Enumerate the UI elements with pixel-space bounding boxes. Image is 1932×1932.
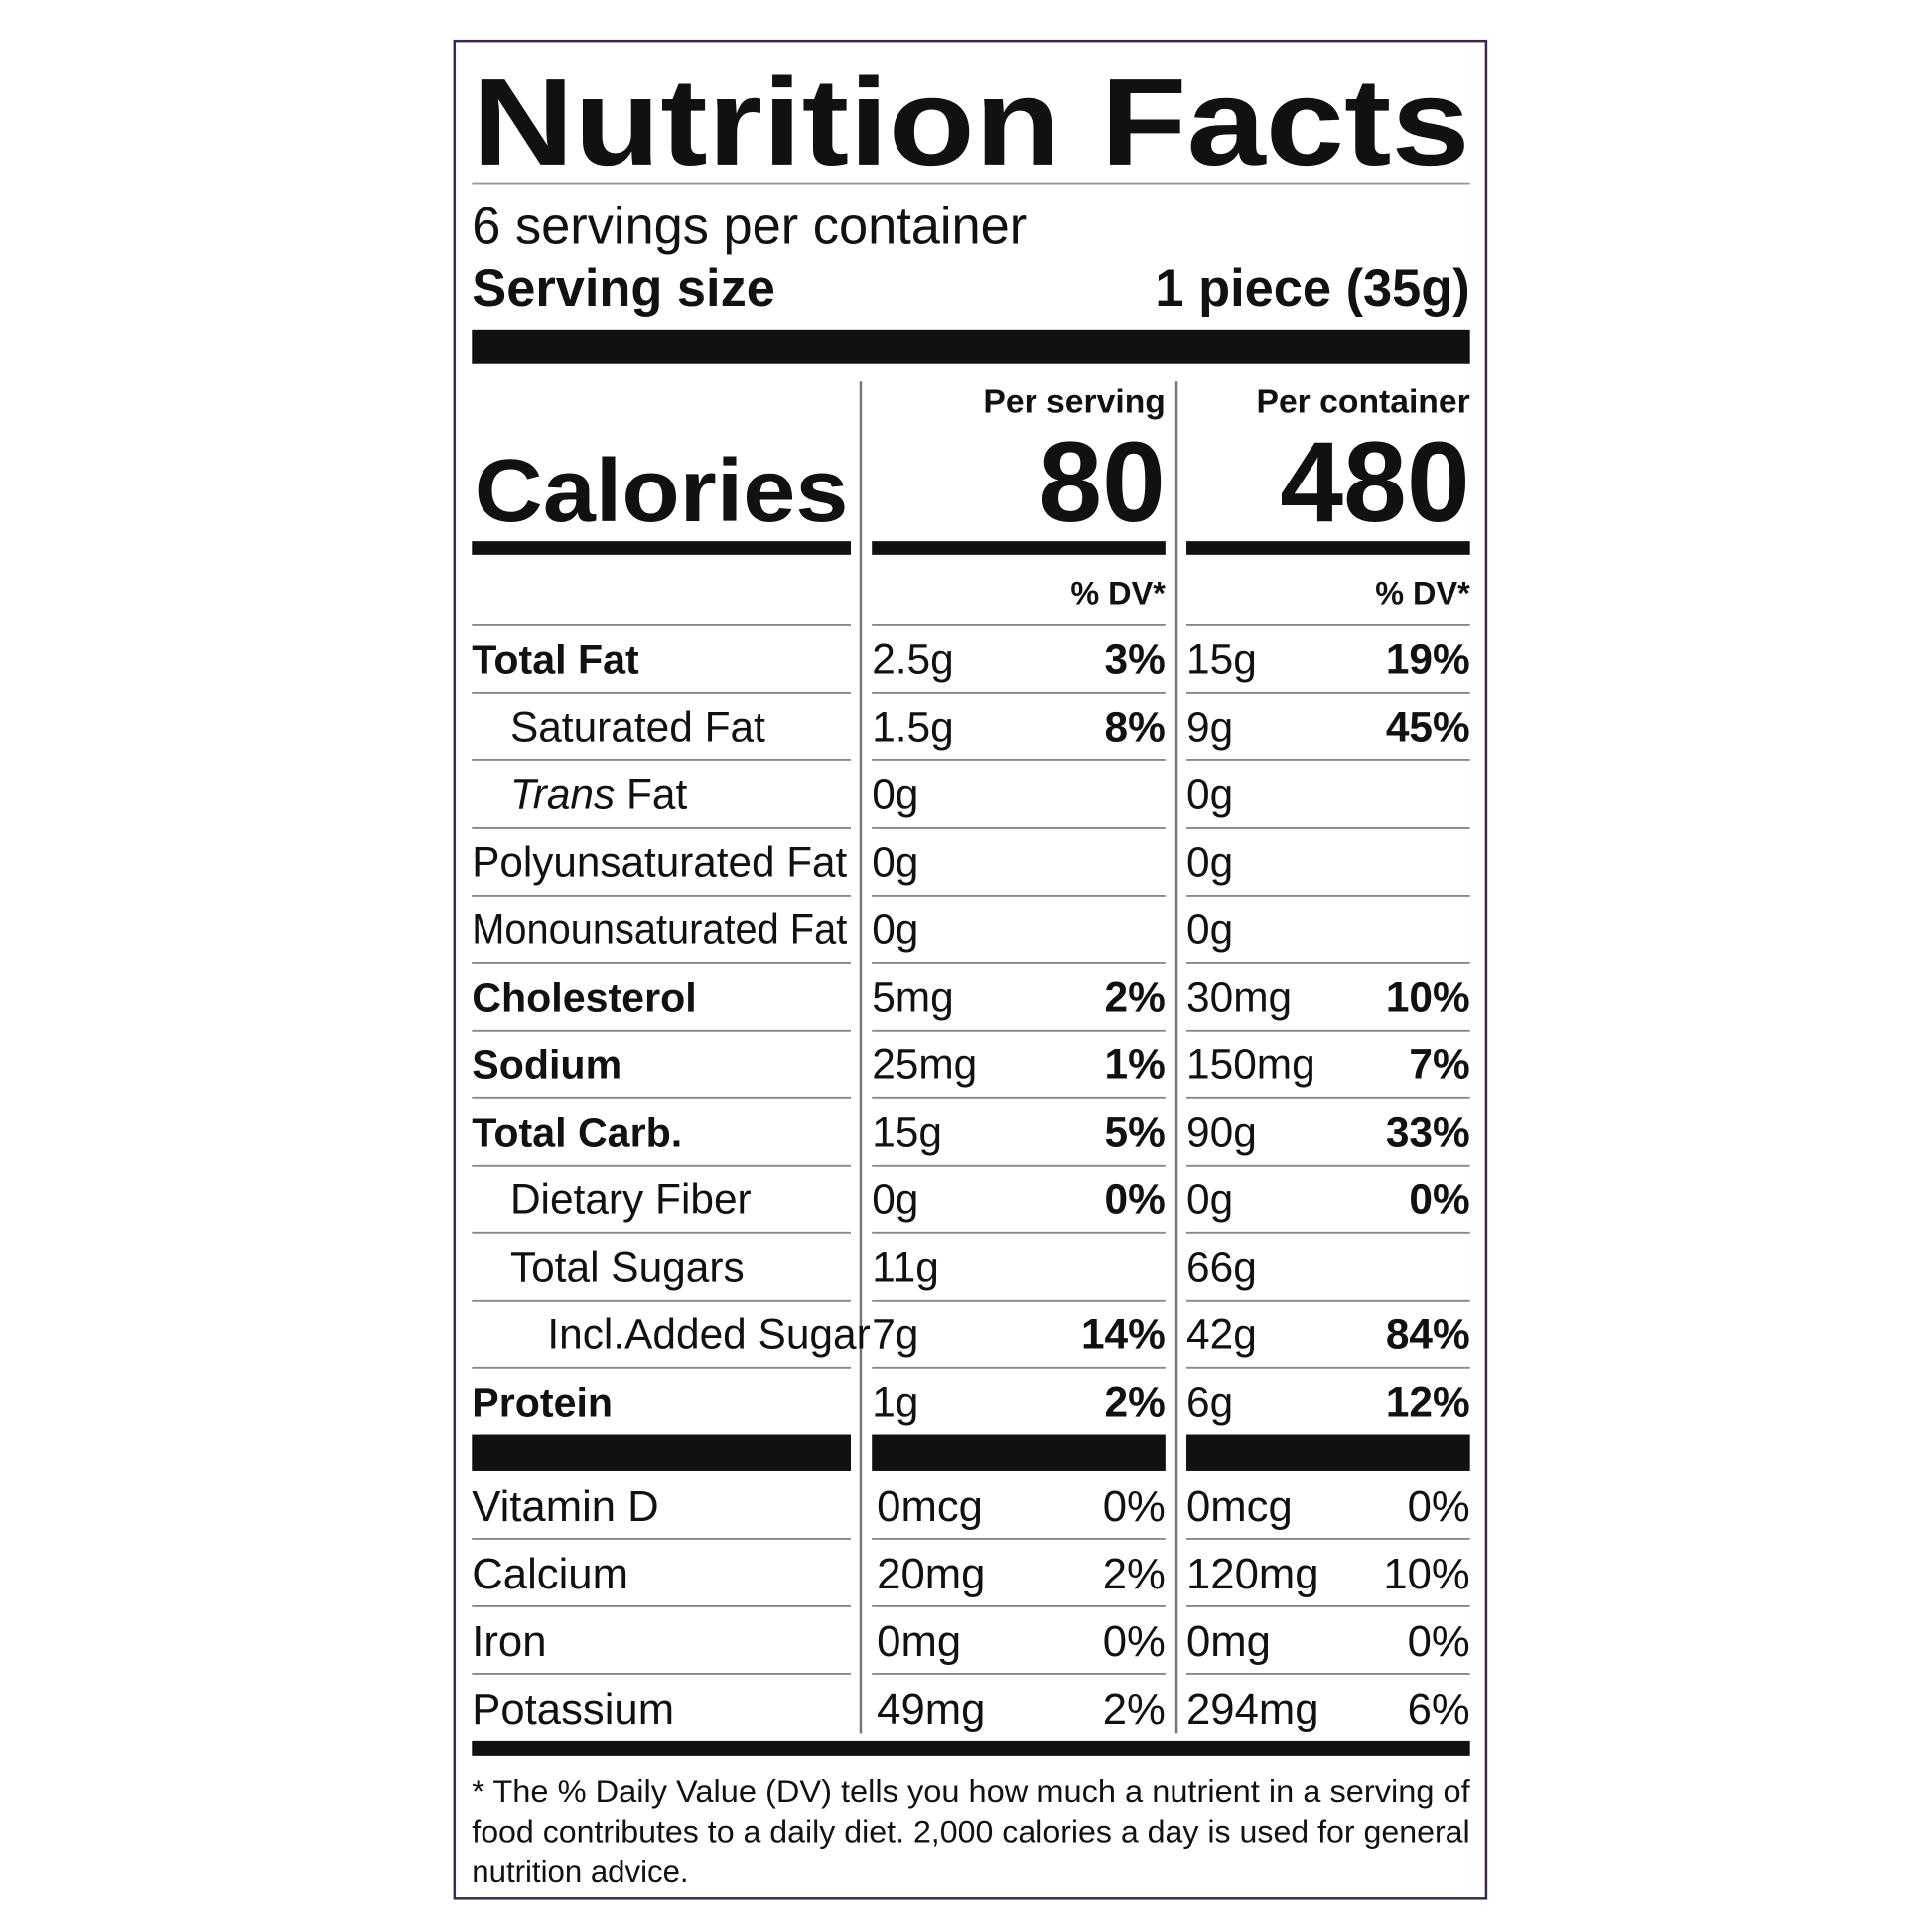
daily-value: 19% bbox=[1386, 636, 1470, 683]
amount: 20mg bbox=[877, 1550, 985, 1598]
daily-value: 45% bbox=[1386, 704, 1470, 751]
daily-value: 0% bbox=[1103, 1617, 1166, 1666]
column-header: Per serving bbox=[983, 383, 1165, 420]
vitamin-label: Calcium bbox=[472, 1550, 628, 1598]
serving-size-label: Serving size bbox=[472, 260, 775, 318]
bar bbox=[472, 541, 851, 555]
calories-label: Calories bbox=[475, 442, 849, 541]
label-border bbox=[453, 39, 1488, 1900]
vitamin-label: Potassium bbox=[472, 1685, 674, 1733]
footnote: food contributes to a daily diet. 2,000 … bbox=[472, 1815, 1469, 1850]
serving-size-value: 1 piece (35g) bbox=[1155, 260, 1469, 318]
row-label: Trans Fat bbox=[510, 771, 688, 818]
row-label: Monounsaturated Fat bbox=[472, 906, 847, 953]
amount: 294mg bbox=[1186, 1685, 1318, 1733]
servings: 6 servings per container bbox=[472, 199, 1027, 256]
row-label: Polyunsaturated Fat bbox=[472, 839, 847, 886]
daily-value: 0% bbox=[1408, 1482, 1470, 1531]
amount: 15g bbox=[872, 1109, 942, 1156]
amount: 2.5g bbox=[872, 636, 954, 683]
footnote: nutrition advice. bbox=[472, 1855, 688, 1889]
daily-value: 5% bbox=[1105, 1109, 1166, 1156]
bar bbox=[1186, 1434, 1470, 1471]
row-label-italic: Trans bbox=[510, 771, 615, 818]
daily-value: 33% bbox=[1386, 1109, 1470, 1156]
daily-value: 7% bbox=[1409, 1041, 1469, 1088]
amount: 25mg bbox=[872, 1041, 977, 1088]
amount: 0g bbox=[1186, 1175, 1233, 1222]
daily-value: 10% bbox=[1386, 974, 1470, 1021]
calories-value: 480 bbox=[1280, 419, 1469, 546]
amount: 1g bbox=[872, 1378, 918, 1425]
amount: 30mg bbox=[1186, 974, 1292, 1021]
amount: 0g bbox=[872, 839, 918, 886]
row-label: Dietary Fiber bbox=[510, 1175, 752, 1222]
bar bbox=[472, 1434, 851, 1471]
amount: 0mcg bbox=[1186, 1482, 1293, 1531]
amount: 0mcg bbox=[877, 1482, 983, 1531]
column-header: Per container bbox=[1257, 383, 1470, 420]
daily-value: 12% bbox=[1386, 1378, 1470, 1425]
amount: 49mg bbox=[877, 1685, 985, 1733]
daily-value: 8% bbox=[1105, 704, 1166, 751]
bar bbox=[872, 541, 1166, 555]
daily-value: 2% bbox=[1105, 974, 1166, 1021]
amount: 90g bbox=[1186, 1109, 1257, 1156]
amount: 11g bbox=[872, 1243, 939, 1290]
amount: 15g bbox=[1186, 636, 1257, 683]
daily-value: 1% bbox=[1105, 1041, 1166, 1088]
dv-header: % DV* bbox=[1070, 576, 1166, 612]
amount: 0g bbox=[1186, 906, 1233, 953]
footnote: * The % Daily Value (DV) tells you how m… bbox=[472, 1774, 1470, 1809]
amount: 120mg bbox=[1186, 1550, 1318, 1598]
amount: 0g bbox=[1186, 839, 1233, 886]
row-label: Total Sugars bbox=[510, 1243, 745, 1290]
daily-value: 3% bbox=[1105, 636, 1166, 683]
amount: 7g bbox=[872, 1311, 918, 1357]
amount: 9g bbox=[1186, 704, 1233, 751]
amount: 0mg bbox=[1186, 1617, 1271, 1666]
thick-bar bbox=[472, 329, 1470, 364]
row-label-text: Fat bbox=[615, 771, 687, 818]
amount: 6g bbox=[1186, 1378, 1233, 1425]
amount: 0g bbox=[1186, 771, 1233, 818]
amount: 42g bbox=[1186, 1311, 1257, 1357]
bar bbox=[1186, 541, 1470, 555]
amount: 150mg bbox=[1186, 1041, 1315, 1088]
daily-value: 2% bbox=[1103, 1685, 1166, 1733]
amount: 0g bbox=[872, 1175, 918, 1222]
amount: 0g bbox=[872, 906, 918, 953]
vitamin-label: Vitamin D bbox=[472, 1482, 658, 1531]
row-label: Incl.Added Sugar bbox=[547, 1311, 870, 1357]
title: Nutrition Facts bbox=[472, 54, 1469, 192]
daily-value: 0% bbox=[1103, 1482, 1166, 1531]
thick-bar bbox=[472, 1740, 1470, 1756]
amount: 5mg bbox=[872, 974, 954, 1021]
amount: 0g bbox=[872, 771, 918, 818]
daily-value: 14% bbox=[1081, 1311, 1166, 1357]
row-label: Saturated Fat bbox=[510, 704, 765, 751]
row-label: Cholesterol bbox=[472, 975, 696, 1021]
daily-value: 2% bbox=[1105, 1378, 1166, 1425]
amount: 0mg bbox=[877, 1617, 961, 1666]
row-label: Sodium bbox=[472, 1042, 621, 1088]
dv-header: % DV* bbox=[1375, 576, 1470, 612]
row-label: Total Fat bbox=[472, 637, 639, 683]
daily-value: 2% bbox=[1103, 1550, 1166, 1598]
row-label: Protein bbox=[472, 1379, 613, 1425]
daily-value: 0% bbox=[1409, 1175, 1469, 1222]
daily-value: 10% bbox=[1383, 1550, 1469, 1598]
daily-value: 6% bbox=[1408, 1685, 1470, 1733]
bar bbox=[872, 1434, 1166, 1471]
vitamin-label: Iron bbox=[472, 1617, 546, 1666]
daily-value: 0% bbox=[1105, 1175, 1166, 1222]
daily-value: 0% bbox=[1408, 1617, 1470, 1666]
amount: 1.5g bbox=[872, 704, 954, 751]
calories-value: 80 bbox=[1038, 419, 1166, 546]
daily-value: 84% bbox=[1386, 1311, 1470, 1357]
amount: 66g bbox=[1186, 1243, 1257, 1290]
row-label: Total Carb. bbox=[472, 1110, 682, 1156]
